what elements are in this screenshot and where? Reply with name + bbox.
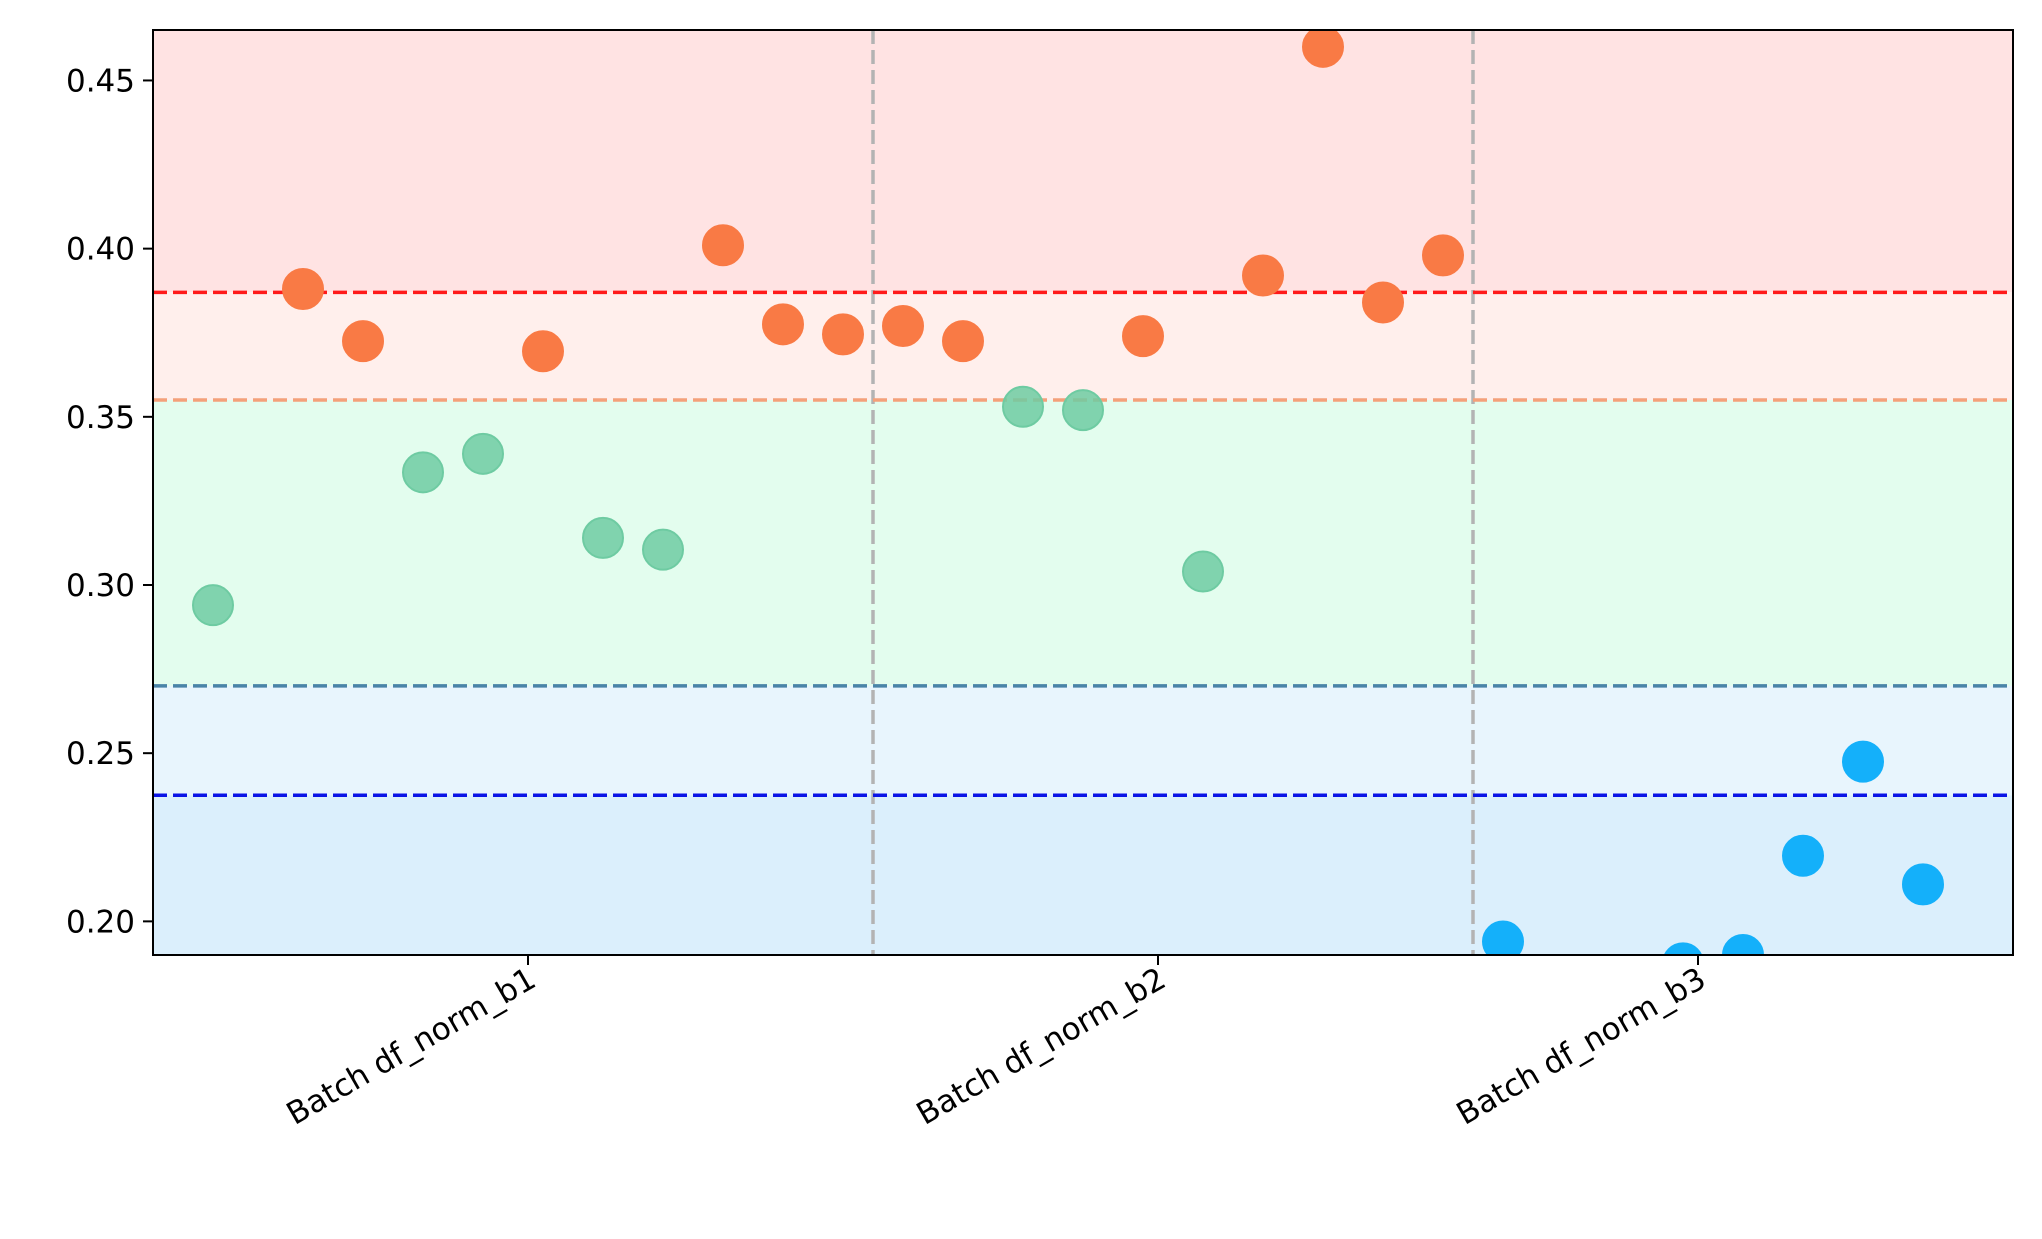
data-point-s2-2 — [402, 451, 444, 494]
data-point-s1-10 — [1242, 254, 1284, 297]
plot-frame — [152, 29, 2014, 956]
y-axis: 0.20 0.25 0.30 0.35 0.40 0.45 — [66, 63, 153, 940]
group-separators — [871, 30, 1475, 955]
data-point-s3-5 — [1842, 740, 1884, 783]
data-point-s2-1 — [192, 584, 234, 627]
data-point-s1-6 — [822, 313, 864, 356]
data-point-s2-3 — [462, 432, 504, 475]
data-point-s1-7 — [882, 305, 924, 347]
data-point-s3-1 — [1482, 920, 1524, 955]
data-point-s1-12 — [1362, 281, 1404, 324]
x-axis: Batch df_norm_b1 Batch df_norm_b2 Batch df… — [281, 955, 1712, 1132]
threshold-lines — [153, 290, 2013, 797]
data-point-s2-8 — [1182, 550, 1224, 593]
band-1 — [153, 292, 2013, 400]
y-tick-label-3: 0.30 — [66, 568, 135, 604]
data-point-s1-9 — [1122, 315, 1164, 358]
data-point-s1-13 — [1422, 234, 1464, 277]
band-3 — [153, 685, 2013, 796]
data-point-s2-5 — [642, 528, 684, 571]
y-tick-label-1: 0.20 — [66, 904, 135, 940]
data-point-s2-4 — [582, 516, 624, 559]
data-point-s1-1 — [282, 268, 324, 310]
x-tick-label-1: Batch df_norm_b1 — [281, 961, 542, 1133]
band-2 — [153, 400, 2013, 686]
x-tick-label-3: Batch df_norm_b3 — [1451, 961, 1712, 1133]
data-point-s3-4 — [1782, 834, 1824, 877]
data-point-s2-7 — [1062, 389, 1104, 432]
data-point-s3-3 — [1722, 934, 1764, 955]
band-0 — [153, 30, 2013, 293]
data-point-s1-4 — [702, 224, 744, 267]
data-points — [192, 30, 1944, 955]
data-point-s1-2 — [342, 320, 384, 363]
y-tick-label-2: 0.25 — [66, 736, 135, 772]
data-point-s1-5 — [762, 303, 804, 346]
data-point-s3-2 — [1663, 942, 1703, 955]
y-tick-label-4: 0.35 — [66, 400, 135, 436]
y-tick-label-6: 0.45 — [66, 63, 135, 99]
band-4 — [153, 795, 2013, 955]
data-point-s1-8 — [942, 320, 984, 363]
y-tick-label-5: 0.40 — [66, 232, 135, 268]
x-tick-label-2: Batch df_norm_b2 — [911, 961, 1172, 1133]
threshold-bands — [153, 30, 2013, 955]
data-point-s2-6 — [1002, 385, 1044, 428]
data-point-s1-3 — [522, 330, 564, 373]
data-point-s3-6 — [1902, 863, 1944, 906]
data-point-s1-11 — [1302, 30, 1344, 68]
